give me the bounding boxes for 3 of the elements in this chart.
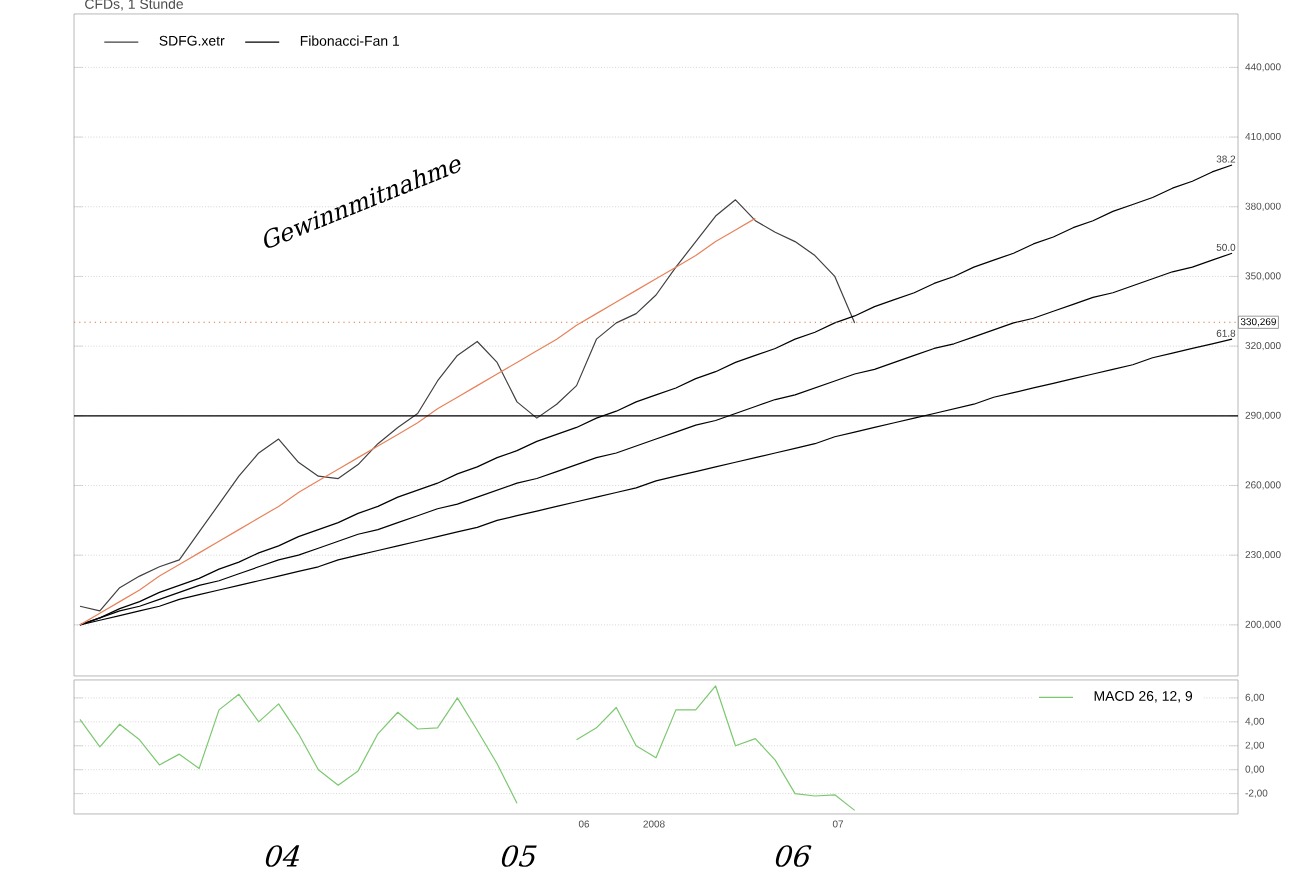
text: 05 [501,845,537,867]
text: 06 [775,845,812,867]
text: 04 [265,845,300,867]
